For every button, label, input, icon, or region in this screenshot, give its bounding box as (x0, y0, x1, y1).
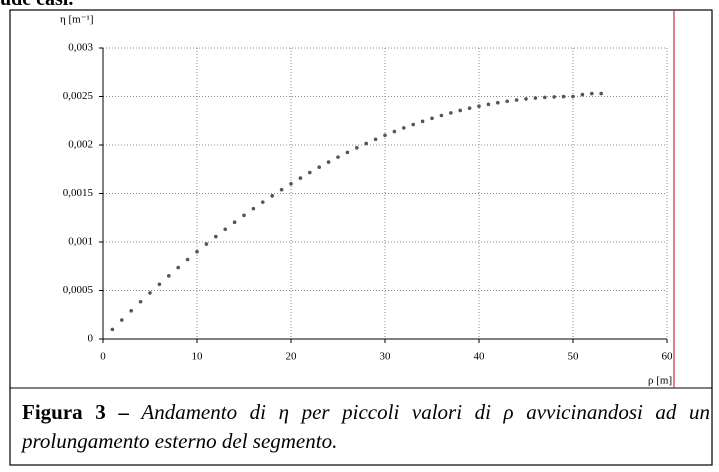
point (449, 111, 453, 115)
point (411, 122, 416, 127)
y-tick-label: 0,001 (68, 236, 93, 248)
point (561, 94, 566, 99)
point (514, 98, 519, 102)
point (279, 187, 284, 192)
point (308, 170, 312, 175)
point (496, 100, 500, 105)
point (543, 95, 547, 100)
point (364, 141, 369, 146)
y-tick-label: 0,002 (68, 139, 93, 151)
point (392, 129, 397, 134)
point (289, 182, 293, 186)
point (185, 257, 190, 262)
point (242, 213, 246, 218)
y-tick-label: 0,0015 (63, 187, 94, 199)
point (129, 308, 133, 313)
top-text: ude casi. (0, 0, 73, 11)
y-tick-label: 0,0025 (63, 90, 94, 102)
point (214, 234, 218, 239)
x-tick-label: 20 (286, 351, 298, 363)
point (298, 176, 303, 180)
point (336, 155, 340, 159)
point (176, 265, 180, 270)
point (232, 220, 237, 225)
point (458, 108, 463, 113)
point (110, 327, 115, 332)
point (571, 94, 575, 99)
x-axis-label: ρ [m] (648, 375, 672, 387)
point (552, 95, 556, 99)
y-tick-label: 0 (88, 333, 94, 345)
point (317, 165, 322, 170)
point (599, 91, 603, 96)
point (251, 206, 256, 211)
x-tick-label: 10 (192, 351, 204, 363)
caption-label: Figura 3 – (22, 400, 129, 424)
x-tick-label: 50 (568, 351, 580, 363)
point (120, 318, 124, 322)
point (261, 200, 265, 204)
point (467, 106, 472, 111)
point (204, 242, 209, 246)
point (590, 91, 594, 96)
point (345, 150, 350, 155)
point (373, 137, 378, 142)
y-tick-label: 0,003 (68, 42, 93, 54)
point (420, 119, 425, 124)
x-tick-label: 40 (474, 351, 486, 363)
point (270, 194, 275, 198)
point (138, 299, 143, 304)
point (326, 160, 331, 164)
y-axis-label: η [m⁻¹] (60, 14, 94, 26)
frame (9, 9, 713, 466)
x-tick-label: 0 (100, 351, 106, 363)
caption-text: Andamento di η per piccoli valori di ρ a… (22, 400, 710, 453)
point (223, 227, 227, 232)
y-tick-label: 0,0005 (63, 284, 94, 296)
point (524, 97, 528, 101)
point (439, 113, 444, 118)
point (580, 92, 585, 97)
point (148, 291, 152, 295)
caption: Figura 3 – Andamento di η per piccoli va… (22, 398, 710, 456)
point (167, 274, 171, 278)
point (355, 146, 359, 150)
point (505, 99, 510, 104)
point (383, 133, 387, 138)
point (477, 104, 481, 108)
x-tick-label: 30 (380, 351, 392, 363)
point (533, 96, 538, 100)
point (157, 282, 162, 287)
point (195, 249, 199, 254)
point (402, 126, 406, 130)
point (486, 102, 491, 107)
point (430, 116, 434, 121)
x-tick-label: 60 (662, 351, 674, 363)
